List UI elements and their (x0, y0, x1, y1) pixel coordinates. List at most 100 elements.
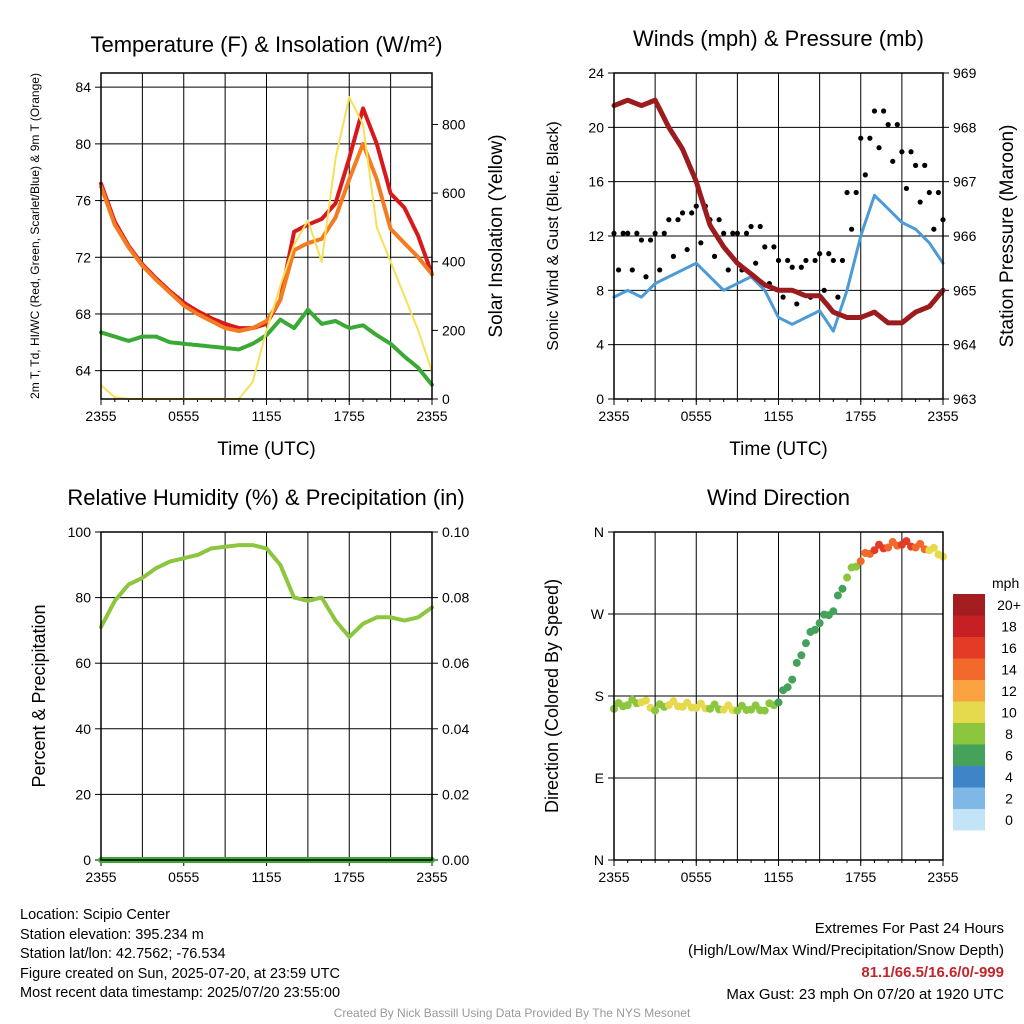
gust-point (867, 135, 873, 141)
chart-title: Temperature (F) & Insolation (W/m²) (90, 32, 442, 57)
y-tick-label: 16 (588, 174, 604, 190)
recent-timestamp: Most recent data timestamp: 2025/07/20 2… (20, 985, 341, 1002)
y-right-tick-label: 400 (442, 254, 466, 270)
y-right-tick-label: 964 (953, 337, 977, 353)
chart-title: Relative Humidity (%) & Precipitation (i… (67, 485, 464, 510)
legend-label: 10 (1001, 705, 1017, 721)
gust-point (835, 294, 841, 300)
y-axis-label-left: Percent & Precipitation (29, 604, 49, 787)
gust-point (638, 237, 645, 243)
x-tick-label: 1755 (334, 869, 365, 885)
legend-swatch (953, 787, 985, 809)
station-location: Location: Scipio Center (20, 907, 170, 923)
y-right-tick-label: 0 (442, 391, 450, 407)
y-right-tick-label: 968 (953, 119, 977, 135)
y-tick-label: 100 (68, 524, 92, 540)
legend-swatch (953, 766, 985, 788)
direction-point (811, 625, 820, 634)
extremes-title: Extremes For Past 24 Hours (814, 920, 1004, 937)
y-tick-label: E (595, 770, 604, 786)
direction-point (815, 619, 824, 628)
gust-point (826, 251, 832, 257)
gust-point (670, 253, 677, 259)
legend-label: 6 (1005, 748, 1013, 764)
y-tick-label: N (594, 852, 604, 868)
gust-point (830, 257, 836, 264)
x-axis-label: Time (UTC) (729, 439, 828, 460)
station-latlon: Station lat/lon: 42.7562; -76.534 (20, 946, 226, 963)
gust-point (817, 251, 823, 257)
y-right-tick-label: 0.00 (442, 852, 469, 868)
direction-point (797, 651, 806, 660)
gust-point (734, 230, 740, 236)
x-tick-label: 1155 (763, 408, 793, 424)
y-tick-label: 80 (75, 590, 91, 606)
gust-point (652, 230, 658, 236)
x-tick-label: 1155 (251, 869, 281, 885)
plot-frame (100, 72, 433, 400)
gust-point (899, 149, 905, 155)
gust-point (794, 301, 800, 307)
y-right-tick-label: 200 (442, 322, 466, 338)
chart-title: Winds (mph) & Pressure (mb) (633, 26, 924, 51)
gust-point (858, 135, 864, 141)
extremes-panel: Extremes For Past 24 Hours (High/Low/Max… (688, 918, 1004, 1006)
figure-created: Figure created on Sun, 2025-07-20, at 23… (20, 965, 340, 982)
direction-point (856, 557, 865, 566)
gust-point (762, 244, 768, 250)
gust-point (753, 260, 759, 266)
gust-point (853, 189, 859, 196)
y-tick-label: 80 (75, 136, 91, 152)
legend-label: 16 (1001, 640, 1017, 656)
direction-point (760, 706, 769, 715)
x-tick-label: 2355 (85, 408, 116, 424)
direction-point (843, 573, 852, 582)
y-tick-label: 64 (75, 363, 91, 379)
gust-point (634, 230, 640, 236)
direction-point (884, 543, 893, 552)
direction-point (829, 607, 838, 616)
gust-point (725, 267, 731, 273)
x-tick-label: 1755 (334, 408, 365, 424)
legend-swatch (953, 615, 985, 637)
direction-point (833, 591, 842, 600)
gust-point (743, 230, 750, 236)
gust-point (885, 122, 891, 128)
gust-point (935, 189, 942, 196)
gust-point (615, 267, 622, 273)
legend-label: 12 (1001, 683, 1017, 699)
series-line-td (99, 307, 434, 387)
credit-line: Created By Nick Bassill Using Data Provi… (333, 1006, 691, 1020)
x-tick-label: 1155 (251, 408, 281, 424)
series-line-station-pressure (611, 97, 946, 326)
max-gust: Max Gust: 23 mph On 07/20 at 1920 UTC (726, 986, 1004, 1003)
gust-point (785, 257, 791, 264)
direction-point (870, 546, 879, 555)
x-tick-label: 1755 (845, 408, 876, 424)
direction-point (783, 683, 792, 692)
gust-point (647, 237, 654, 243)
y-tick-label: 76 (75, 193, 91, 209)
y-tick-label: 68 (75, 306, 91, 322)
gust-point (675, 217, 681, 223)
gust-point (666, 217, 672, 223)
gust-point (730, 230, 736, 236)
y-right-tick-label: 0.08 (442, 590, 469, 606)
x-tick-label: 2355 (598, 869, 629, 885)
legend-label: 20+ (997, 597, 1021, 613)
gust-point (657, 267, 663, 273)
gust-point (912, 162, 919, 168)
direction-point (623, 701, 632, 710)
y-tick-label: 72 (75, 249, 91, 265)
direction-point (669, 697, 678, 706)
direction-point (852, 562, 861, 571)
legend-label: 0 (1005, 812, 1013, 828)
x-tick-label: 0555 (168, 869, 199, 885)
y-right-tick-label: 969 (953, 65, 977, 81)
gust-point (922, 162, 928, 168)
y-axis-label-left: 2m T, Td, HI/WC (Red, Green, Scarlet/Blu… (28, 73, 42, 399)
chart-title: Wind Direction (707, 485, 850, 510)
y-axis-label-left: Direction (Colored By Speed) (542, 579, 562, 813)
y-right-tick-label: 963 (953, 391, 977, 407)
gust-point (871, 108, 878, 114)
